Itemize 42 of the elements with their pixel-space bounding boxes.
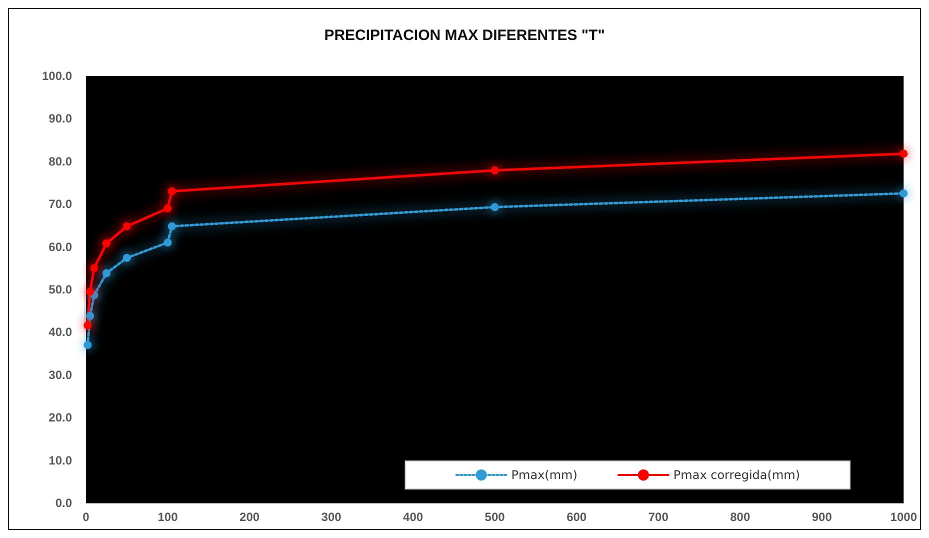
x-tick-label: 700 <box>648 510 669 524</box>
y-tick-label: 0.0 <box>55 496 72 510</box>
x-tick-label: 400 <box>403 510 424 524</box>
y-tick-label: 40.0 <box>48 325 72 340</box>
y-tick-label: 30.0 <box>48 368 72 382</box>
point <box>102 239 110 248</box>
point <box>86 288 94 296</box>
point <box>86 312 94 320</box>
y-tick-label: 80.0 <box>48 154 72 168</box>
y-tick-label: 10.0 <box>48 453 72 468</box>
x-tick-label: 300 <box>321 510 342 524</box>
legend-label: Pmax corregida(mm) <box>673 468 800 482</box>
y-tick-label: 60.0 <box>48 240 72 254</box>
point <box>90 264 98 272</box>
point <box>490 166 499 174</box>
x-tick-label: 900 <box>812 510 832 524</box>
y-tick-label: 50.0 <box>48 282 72 296</box>
y-tick-label: 70.0 <box>48 197 72 212</box>
x-tick-label: 600 <box>566 510 587 524</box>
legend-label: Pmax(mm) <box>511 468 578 482</box>
point <box>900 150 908 158</box>
point <box>168 222 176 230</box>
point <box>900 189 908 198</box>
y-tick-label: 90.0 <box>48 112 72 126</box>
point <box>164 204 172 212</box>
point <box>122 222 131 230</box>
x-tick-label: 500 <box>484 510 506 524</box>
point <box>490 203 499 212</box>
point <box>84 341 92 350</box>
x-tick-label: 200 <box>240 510 260 524</box>
y-tick-label: 100.0 <box>42 69 72 83</box>
x-tick-label: 800 <box>730 510 750 524</box>
point <box>122 254 131 262</box>
x-tick-label: 1000 <box>890 510 918 524</box>
chart-title: PRECIPITACION MAX DIFERENTES "T" <box>324 27 605 44</box>
y-tick-label: 20.0 <box>48 410 72 425</box>
x-tick-label: 0 <box>82 510 90 524</box>
point <box>164 238 172 247</box>
x-tick-label: 100 <box>158 510 178 524</box>
point <box>168 187 176 196</box>
point <box>102 269 110 278</box>
point <box>84 321 92 330</box>
